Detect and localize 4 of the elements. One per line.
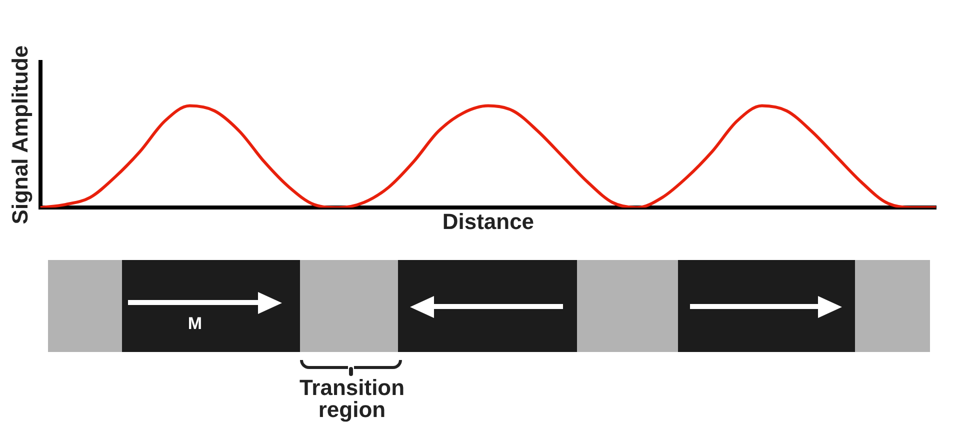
x-axis-title: Distance [442, 208, 534, 234]
y-axis-title: Signal Amplitude [7, 45, 32, 224]
text: M [186, 314, 204, 334]
text: Transition region [298, 375, 406, 422]
